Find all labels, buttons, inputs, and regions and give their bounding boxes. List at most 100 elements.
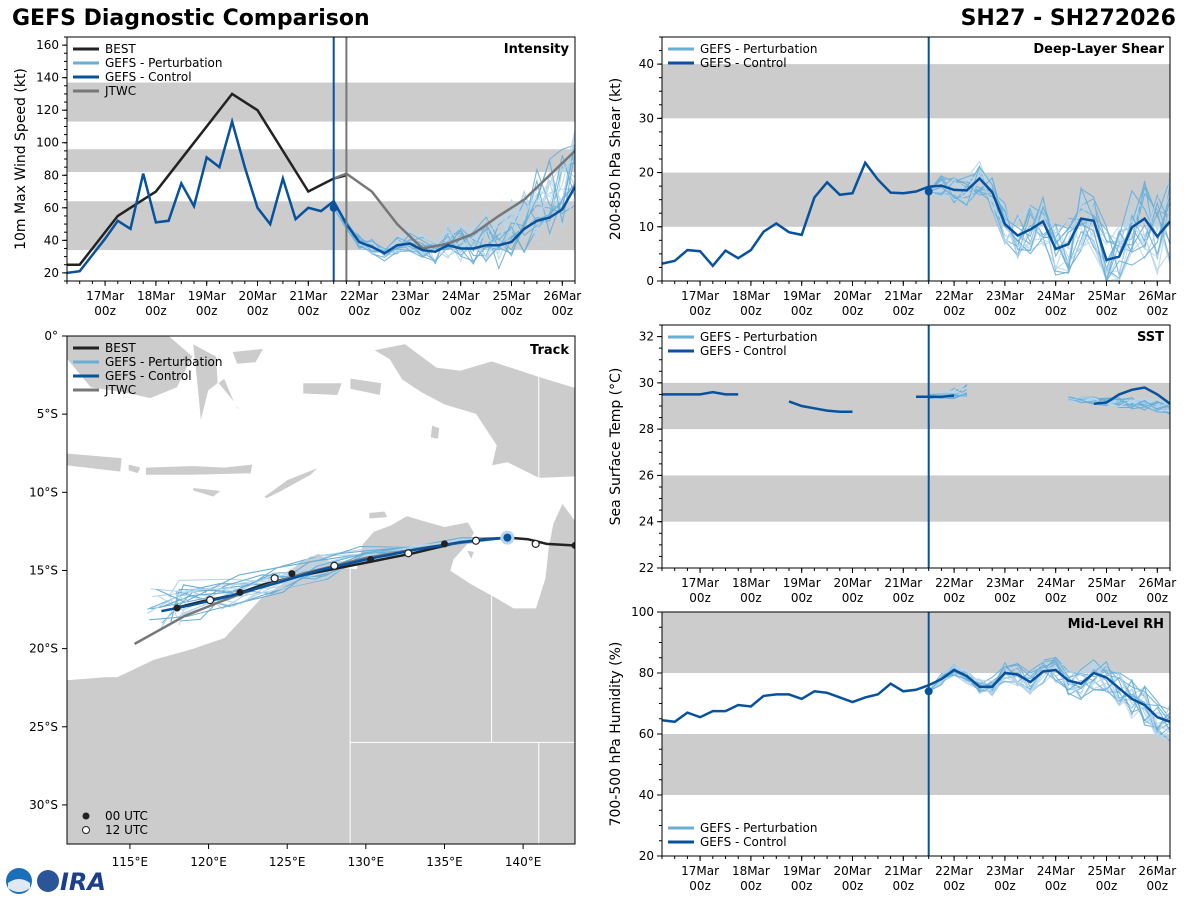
sst-xtick-sublabel: 00z (1045, 591, 1067, 605)
intensity-ytick-label: 80 (44, 168, 59, 182)
sst-xtick-sublabel: 00z (994, 591, 1016, 605)
legend-00utc-marker (82, 812, 90, 820)
intensity-ytick-label: 140 (36, 71, 59, 85)
rh-xtick-sublabel: 00z (740, 879, 762, 893)
sst-xtick-label: 25Mar (1088, 576, 1126, 590)
shear-ytick-label: 10 (639, 220, 654, 234)
intensity-plot-area (67, 92, 575, 275)
shear-xtick-sublabel: 00z (740, 304, 762, 318)
rh-ytick-label: 100 (631, 605, 654, 619)
intensity-xtick-sublabel: 00z (348, 304, 370, 318)
sst-title: SST (1137, 330, 1164, 345)
track-ytick-label: 30°S (29, 798, 58, 812)
legend-label: GEFS - Control (700, 344, 787, 358)
legend-00utc-label: 00 UTC (105, 809, 148, 823)
shear-title: Deep-Layer Shear (1033, 42, 1164, 57)
rh-xtick-label: 21Mar (884, 864, 922, 878)
sulawesi-arm (231, 348, 265, 365)
track-xtick-label: 135°E (426, 855, 463, 869)
shear-plot-area (662, 160, 1170, 281)
track-point-00utc (367, 556, 375, 564)
rh-perturbation-line (928, 665, 1170, 739)
track-xtick-label: 120°E (190, 855, 227, 869)
intensity-ytick-label: 40 (44, 233, 59, 247)
track-xtick-label: 115°E (112, 855, 149, 869)
rh-xtick-label: 23Mar (986, 864, 1024, 878)
rh-xtick-sublabel: 00z (842, 879, 864, 893)
seram-island (349, 377, 382, 396)
shear-control-line (662, 160, 1170, 268)
track-point-12utc (270, 574, 279, 583)
shear-xtick-label: 26Mar (1138, 289, 1176, 303)
intensity-xtick-sublabel: 00z (247, 304, 269, 318)
intensity-ytick-label: 120 (36, 103, 59, 117)
rh-ytick-label: 40 (639, 788, 654, 802)
rh-xtick-label: 19Mar (783, 864, 821, 878)
track-panel: 0° 5°S 10°S 15°S 20°S 25°S 30°S 115°E 120°E 125°E… (29, 329, 576, 869)
sst-xtick-label: 17Mar (681, 576, 719, 590)
track-title: Track (530, 343, 569, 358)
shear-xtick-sublabel: 00z (994, 304, 1016, 318)
rh-xtick-sublabel: 00z (943, 879, 965, 893)
rh-xtick-label: 20Mar (834, 864, 872, 878)
sst-xtick-sublabel: 00z (943, 591, 965, 605)
track-ytick-label: 25°S (29, 720, 58, 734)
rh-xtick-sublabel: 00z (1147, 879, 1169, 893)
track-point-12utc (206, 596, 215, 605)
cira-logo: IRA (6, 868, 106, 896)
intensity-xtick-sublabel: 00z (196, 304, 218, 318)
intensity-panel: 2040608010012014016017Mar00z18Mar00z19Ma… (13, 36, 581, 318)
intensity-xtick-label: 24Mar (442, 289, 480, 303)
intensity-xtick-label: 22Mar (340, 289, 378, 303)
shear-xtick-sublabel: 00z (689, 304, 711, 318)
intensity-jtwc-line (333, 149, 575, 250)
sst-perturbation-line (1068, 397, 1170, 410)
intensity-perturbation-line (333, 130, 575, 261)
intensity-perturbation-line (333, 153, 575, 258)
sst-xtick-sublabel: 00z (1096, 591, 1118, 605)
legend-label: JTWC (104, 383, 136, 397)
intensity-xtick-label: 20Mar (239, 289, 277, 303)
intensity-best-line (67, 92, 347, 266)
rh-xtick-sublabel: 00z (893, 879, 915, 893)
intensity-xtick-label: 17Mar (86, 289, 124, 303)
page-title: GEFS Diagnostic Comparison (12, 6, 370, 31)
intensity-control-line (67, 116, 575, 275)
storm-id: SH27 - SH272026 (960, 6, 1176, 31)
sst-xtick-sublabel: 00z (893, 591, 915, 605)
shear-xtick-label: 23Mar (986, 289, 1024, 303)
rh-xtick-label: 22Mar (935, 864, 973, 878)
sst-xtick-sublabel: 00z (689, 591, 711, 605)
shear-xtick-label: 24Mar (1037, 289, 1075, 303)
shear-xtick-label: 22Mar (935, 289, 973, 303)
legend-label: GEFS - Control (105, 369, 192, 383)
legend-label: GEFS - Perturbation (700, 821, 817, 835)
intensity-ytick-label: 160 (36, 38, 59, 52)
track-ytick-label: 0° (44, 329, 58, 343)
sst-ytick-label: 24 (639, 515, 654, 529)
rh-ytick-label: 20 (639, 849, 654, 863)
shear-ytick-label: 40 (639, 57, 654, 71)
intensity-xtick-label: 23Mar (391, 289, 429, 303)
rh-xtick-sublabel: 00z (1096, 879, 1118, 893)
rh-perturbation-line (928, 664, 1170, 740)
sst-xtick-label: 22Mar (935, 576, 973, 590)
rh-analysis-point (924, 687, 933, 696)
rh-xtick-label: 17Mar (681, 864, 719, 878)
shear-ytick-label: 0 (646, 274, 654, 288)
sst-plot-area (662, 383, 1170, 415)
shear-ytick-label: 30 (639, 111, 654, 125)
legend-12utc-marker (82, 826, 90, 834)
shear-perturbation-line (928, 174, 1170, 280)
rh-ytick-label: 60 (639, 727, 654, 741)
sst-xtick-label: 24Mar (1037, 576, 1075, 590)
track-point-00utc (571, 541, 575, 549)
sst-ytick-label: 26 (639, 468, 654, 482)
track-point-12utc (404, 549, 413, 558)
intensity-xtick-sublabel: 00z (399, 304, 421, 318)
shear-xtick-sublabel: 00z (791, 304, 813, 318)
intensity-band (67, 149, 575, 173)
sst-xtick-label: 18Mar (732, 576, 770, 590)
groote-eylandt (465, 549, 475, 561)
sst-control-line (662, 390, 739, 396)
